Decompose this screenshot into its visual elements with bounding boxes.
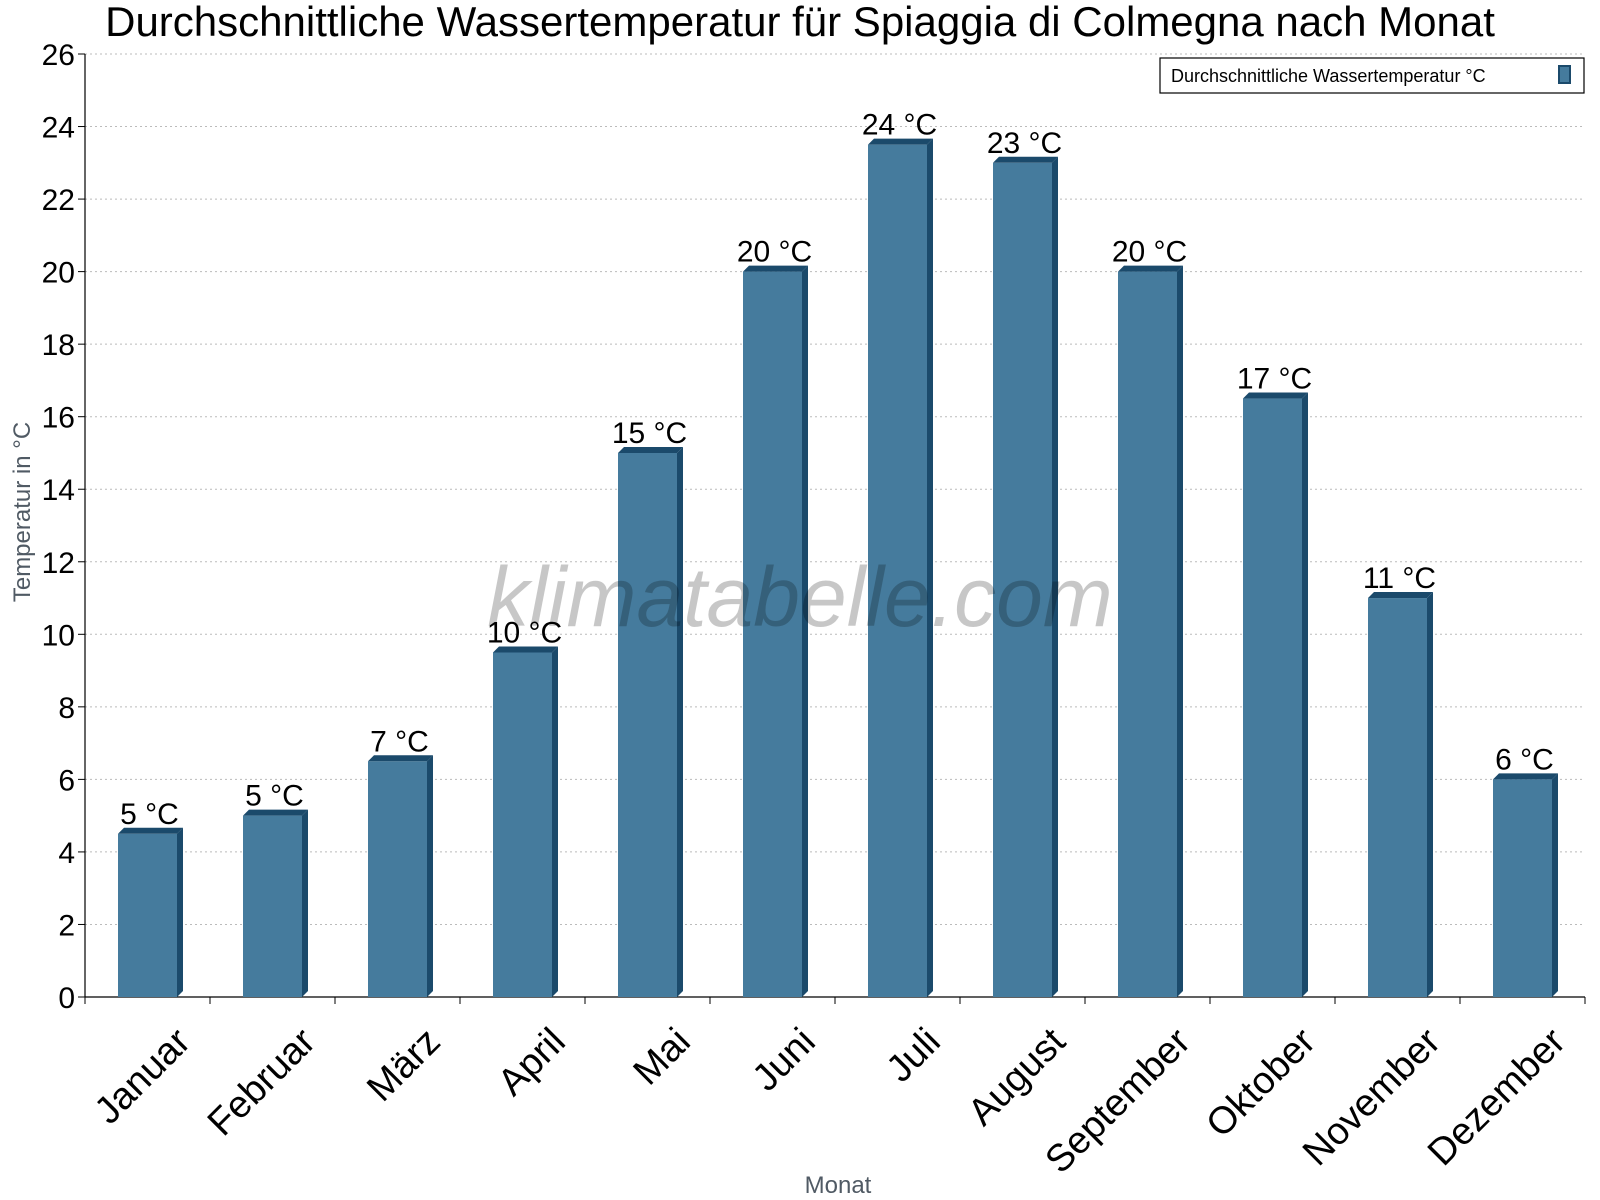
y-tick-label: 20	[42, 257, 75, 290]
y-tick-label: 26	[42, 39, 75, 72]
bar-top-edge	[993, 156, 1058, 163]
y-axis-title: Temperatur in °C	[9, 422, 36, 602]
bar-top-edge	[243, 809, 308, 816]
bar	[868, 138, 933, 997]
bar-face	[1243, 398, 1302, 997]
x-tick-label: Oktober	[1198, 1020, 1324, 1146]
legend-label: Durchschnittliche Wassertemperatur °C	[1171, 66, 1486, 86]
bar-side-edge	[1302, 392, 1308, 997]
x-tick-label: April	[490, 1020, 573, 1103]
bar	[493, 646, 558, 997]
y-tick-label: 10	[42, 619, 75, 652]
legend-swatch	[1558, 65, 1571, 84]
x-axis-ticks: Januar Februar März April Mai Juni Juli AugustS…	[87, 1020, 1574, 1181]
value-label: 20 °C	[737, 236, 812, 269]
bar-side-edge	[1052, 156, 1058, 998]
bar-side-edge	[802, 265, 808, 998]
x-tick-label: Mai	[626, 1020, 699, 1093]
value-label: 17 °C	[1237, 363, 1312, 396]
bar-face	[1118, 271, 1177, 998]
y-tick-label: 2	[58, 909, 75, 942]
axes	[84, 54, 1586, 1004]
y-tick-label: 16	[42, 402, 75, 435]
bar-top-edge	[1243, 392, 1308, 399]
bar-face	[743, 271, 802, 998]
chart-title: Durchschnittliche Wassertemperatur für S…	[105, 0, 1495, 45]
value-label: 5 °C	[120, 798, 179, 831]
bar	[1118, 265, 1183, 998]
y-tick-label: 6	[58, 764, 75, 797]
value-labels: 5 °C 5 °C 7 °C 10 °C 15 °C 20 °C 24 °C 23 °C 20 …	[120, 109, 1554, 831]
bar	[743, 265, 808, 998]
value-label: 11 °C	[1363, 562, 1436, 595]
bar-face	[493, 652, 552, 997]
bar-face	[243, 815, 302, 997]
bar-top-edge	[368, 755, 433, 762]
bar-top-edge	[118, 827, 183, 834]
x-tick-label: Dezember	[1420, 1020, 1574, 1174]
y-tick-label: 18	[42, 329, 75, 362]
value-label: 23 °C	[987, 127, 1062, 160]
value-label: 24 °C	[862, 109, 937, 142]
bar-top-edge	[1368, 592, 1433, 599]
bar-top-edge	[1493, 773, 1558, 780]
x-tick-label: August	[960, 1020, 1074, 1134]
value-label: 5 °C	[245, 780, 304, 813]
y-tick-label: 14	[42, 474, 75, 507]
bar-face	[118, 833, 177, 997]
bar-side-edge	[427, 755, 433, 997]
bar-side-edge	[1552, 773, 1558, 997]
y-tick-label: 0	[58, 982, 75, 1015]
grid-lines	[85, 53, 1585, 925]
bar-top-edge	[493, 646, 558, 653]
bar-face	[618, 452, 677, 997]
bar	[1493, 773, 1558, 997]
value-label: 7 °C	[370, 725, 429, 758]
legend: Durchschnittliche Wassertemperatur °C	[1159, 57, 1585, 94]
value-label: 15 °C	[612, 417, 687, 450]
bar-top-edge	[743, 265, 808, 272]
value-label: 20 °C	[1112, 236, 1187, 269]
value-label: 6 °C	[1495, 743, 1554, 776]
bars	[118, 138, 1558, 998]
bar-face	[1368, 598, 1427, 997]
x-tick-label: Februar	[200, 1020, 324, 1144]
bar-side-edge	[552, 646, 558, 997]
bar	[1368, 592, 1433, 997]
bar-top-edge	[868, 138, 933, 145]
y-tick-label: 4	[58, 837, 75, 870]
bar-side-edge	[1177, 265, 1183, 998]
y-tick-label: 12	[42, 547, 75, 580]
bar	[993, 156, 1058, 998]
x-tick-label: Juni	[745, 1020, 824, 1099]
bar-face	[868, 144, 927, 997]
bar-top-edge	[1118, 265, 1183, 272]
y-tick-label: 8	[58, 692, 75, 725]
bar	[618, 446, 683, 997]
legend-box	[1159, 57, 1585, 94]
bar	[118, 827, 183, 997]
bar-side-edge	[177, 827, 183, 997]
x-tick-label: Januar	[87, 1020, 199, 1132]
y-tick-label: 22	[42, 184, 75, 217]
watermark: klimatabelle.com	[487, 550, 1113, 644]
y-tick-label: 24	[42, 112, 75, 145]
bar	[368, 755, 433, 997]
bar-face	[368, 761, 427, 997]
x-tick-label: Juli	[879, 1020, 949, 1090]
x-axis-title: Monat	[805, 1172, 872, 1199]
value-label: 10 °C	[487, 616, 562, 649]
bar-side-edge	[927, 138, 933, 997]
bar	[1243, 392, 1308, 997]
bar-side-edge	[677, 446, 683, 997]
x-tick-label: März	[359, 1020, 448, 1109]
bar-face	[993, 162, 1052, 998]
bar-side-edge	[1427, 592, 1433, 997]
bar-side-edge	[302, 809, 308, 997]
bar-top-edge	[618, 446, 683, 453]
bar-face	[1493, 779, 1552, 997]
bar	[243, 809, 308, 997]
